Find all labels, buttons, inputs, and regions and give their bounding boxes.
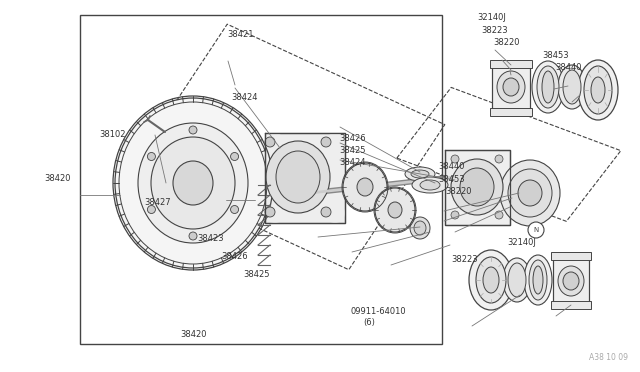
Bar	[551, 301, 591, 309]
Ellipse shape	[500, 160, 560, 226]
Bar	[551, 252, 591, 260]
Ellipse shape	[578, 60, 618, 120]
Ellipse shape	[321, 137, 331, 147]
Ellipse shape	[410, 217, 430, 239]
Text: 38425: 38425	[339, 146, 365, 155]
Ellipse shape	[508, 263, 526, 297]
Ellipse shape	[405, 167, 435, 181]
Ellipse shape	[321, 207, 331, 217]
Ellipse shape	[532, 61, 564, 113]
Text: (6): (6)	[364, 318, 376, 327]
Text: 38440: 38440	[556, 63, 582, 72]
Ellipse shape	[230, 205, 239, 214]
Ellipse shape	[503, 78, 519, 96]
Ellipse shape	[518, 180, 542, 206]
Ellipse shape	[115, 98, 271, 268]
Ellipse shape	[173, 161, 213, 205]
Text: 38426: 38426	[339, 134, 366, 143]
Ellipse shape	[537, 66, 559, 108]
Ellipse shape	[265, 203, 285, 223]
Ellipse shape	[451, 159, 503, 215]
Ellipse shape	[388, 202, 402, 218]
Text: 32140J: 32140J	[477, 13, 506, 22]
Text: 38427: 38427	[144, 198, 171, 207]
Text: 32140J: 32140J	[507, 238, 536, 247]
Ellipse shape	[357, 178, 373, 196]
Bar	[553, 258, 589, 304]
Ellipse shape	[411, 170, 429, 178]
Ellipse shape	[495, 211, 503, 219]
Text: 38453: 38453	[543, 51, 570, 60]
Text: 38223: 38223	[451, 255, 478, 264]
Text: N: N	[533, 227, 539, 233]
Ellipse shape	[147, 205, 156, 214]
Text: 09911-64010: 09911-64010	[351, 307, 406, 316]
Ellipse shape	[483, 267, 499, 293]
Bar	[265, 133, 345, 223]
Ellipse shape	[508, 169, 552, 217]
Ellipse shape	[591, 77, 605, 103]
Ellipse shape	[147, 153, 156, 160]
Text: A38 10 09: A38 10 09	[589, 353, 628, 362]
Text: 38223: 38223	[481, 26, 508, 35]
Ellipse shape	[533, 266, 543, 294]
Bar	[445, 150, 510, 225]
Ellipse shape	[469, 250, 513, 310]
Ellipse shape	[451, 211, 459, 219]
Ellipse shape	[558, 65, 586, 109]
Ellipse shape	[542, 71, 554, 103]
Ellipse shape	[412, 177, 448, 193]
Bar	[490, 108, 532, 116]
Ellipse shape	[563, 272, 579, 290]
Ellipse shape	[563, 70, 581, 104]
Text: 38420: 38420	[180, 330, 207, 339]
Ellipse shape	[451, 155, 459, 163]
Ellipse shape	[343, 163, 387, 211]
Ellipse shape	[476, 257, 506, 303]
Ellipse shape	[420, 180, 440, 190]
Ellipse shape	[528, 222, 544, 238]
Ellipse shape	[189, 232, 197, 240]
Ellipse shape	[460, 168, 494, 206]
Text: 38102: 38102	[99, 130, 125, 139]
Ellipse shape	[524, 255, 552, 305]
Text: 38424: 38424	[232, 93, 258, 102]
Ellipse shape	[265, 137, 275, 147]
Ellipse shape	[325, 203, 345, 223]
Text: 38424: 38424	[339, 158, 365, 167]
Ellipse shape	[151, 137, 235, 229]
Ellipse shape	[584, 66, 612, 114]
Ellipse shape	[325, 133, 345, 153]
Ellipse shape	[529, 260, 547, 300]
Text: 38440: 38440	[438, 162, 465, 171]
Text: 38421: 38421	[227, 30, 253, 39]
Ellipse shape	[189, 126, 197, 134]
Text: 38420: 38420	[44, 174, 70, 183]
Ellipse shape	[558, 266, 584, 296]
Text: 38453: 38453	[438, 175, 465, 184]
Ellipse shape	[503, 258, 531, 302]
Ellipse shape	[265, 133, 285, 153]
Ellipse shape	[497, 71, 525, 103]
Ellipse shape	[138, 123, 248, 243]
Ellipse shape	[266, 141, 330, 213]
Text: 38220: 38220	[445, 187, 471, 196]
Ellipse shape	[375, 188, 415, 232]
Text: 38423: 38423	[197, 234, 224, 243]
Ellipse shape	[265, 207, 275, 217]
Bar	[80, 15, 442, 344]
Bar	[490, 60, 532, 68]
Ellipse shape	[414, 221, 426, 235]
Text: 38426: 38426	[221, 252, 248, 261]
Ellipse shape	[495, 155, 503, 163]
Ellipse shape	[230, 153, 239, 160]
Text: 38220: 38220	[493, 38, 519, 47]
Bar	[492, 63, 530, 111]
Ellipse shape	[276, 151, 320, 203]
Text: 38425: 38425	[243, 270, 269, 279]
